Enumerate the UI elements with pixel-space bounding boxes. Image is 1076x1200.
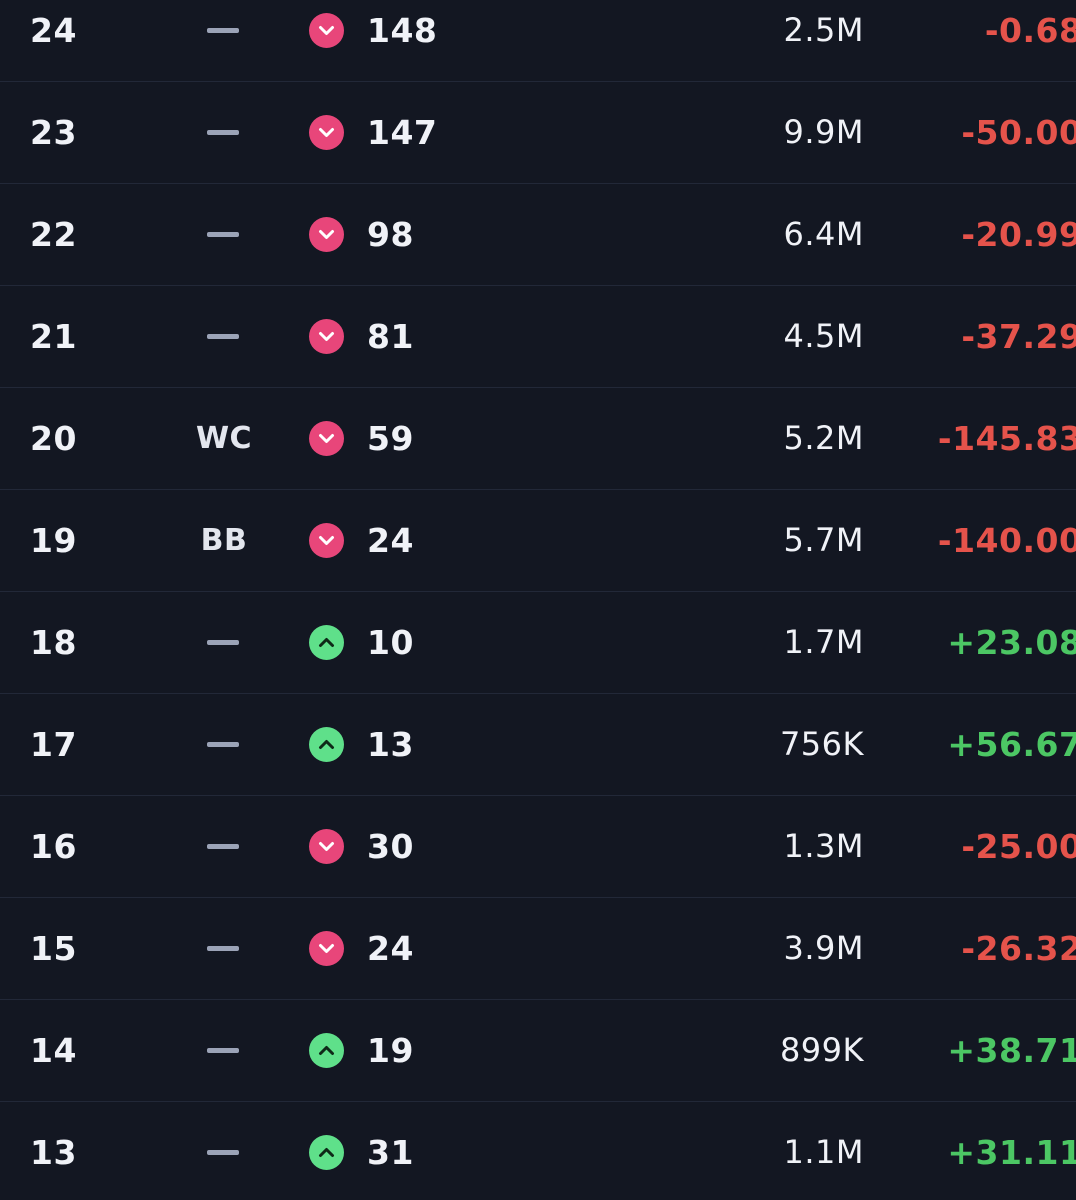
rank-value: 30 <box>367 827 414 866</box>
volume-value: 5.2M <box>783 419 864 457</box>
volume-value: 756K <box>779 725 864 763</box>
rank-value: 19 <box>367 1031 414 1070</box>
table-row[interactable]: 14 19 899K +38.71% <box>0 1000 1076 1102</box>
chip-tag: WC <box>195 421 253 456</box>
dash-icon <box>207 28 239 33</box>
rank-value: 98 <box>367 215 414 254</box>
week-number: 13 <box>30 1133 77 1172</box>
volume-value: 3.9M <box>783 929 864 967</box>
table-row[interactable]: 23 147 9.9M -50.00% <box>0 82 1076 184</box>
change-cell: +38.71% <box>0 1000 1076 1101</box>
chevron-down-icon <box>309 115 344 150</box>
dash-icon <box>207 130 239 135</box>
change-cell: +23.08% <box>0 592 1076 693</box>
chevron-down-icon <box>309 421 344 456</box>
rank-value: 10 <box>367 623 414 662</box>
change-cell: -140.00% <box>0 490 1076 591</box>
change-percent: -145.83% <box>937 419 1076 458</box>
chevron-down-icon <box>309 829 344 864</box>
change-cell: +31.11% <box>0 1102 1076 1200</box>
week-number: 24 <box>30 11 77 50</box>
week-number: 20 <box>30 419 77 458</box>
change-cell: +56.67% <box>0 694 1076 795</box>
volume-value: 1.7M <box>783 623 864 661</box>
dash-icon <box>207 742 239 747</box>
week-number: 15 <box>30 929 77 968</box>
table-row[interactable]: 19 BB 24 5.7M -140.00% <box>0 490 1076 592</box>
change-percent: -20.99% <box>961 215 1076 254</box>
change-percent: +56.67% <box>947 725 1076 764</box>
change-percent: -140.00% <box>937 521 1076 560</box>
change-cell: -0.68% <box>0 0 1076 81</box>
change-percent: +23.08% <box>947 623 1076 662</box>
change-cell: -20.99% <box>0 184 1076 285</box>
change-cell: -145.83% <box>0 388 1076 489</box>
volume-value: 1.1M <box>783 1133 864 1171</box>
week-number: 22 <box>30 215 77 254</box>
dash-icon <box>207 232 239 237</box>
rank-value: 81 <box>367 317 414 356</box>
volume-value: 6.4M <box>783 215 864 253</box>
table-row[interactable]: 16 30 1.3M -25.00% <box>0 796 1076 898</box>
volume-value: 1.3M <box>783 827 864 865</box>
rank-value: 148 <box>367 11 438 50</box>
week-number: 17 <box>30 725 77 764</box>
change-percent: -37.29% <box>961 317 1076 356</box>
chevron-up-icon <box>309 625 344 660</box>
volume-value: 899K <box>779 1031 864 1069</box>
change-cell: -26.32% <box>0 898 1076 999</box>
volume-value: 4.5M <box>783 317 864 355</box>
table-row[interactable]: 21 81 4.5M -37.29% <box>0 286 1076 388</box>
week-number: 14 <box>30 1031 77 1070</box>
change-percent: +31.11% <box>947 1133 1076 1172</box>
chevron-down-icon <box>309 217 344 252</box>
table-row[interactable]: 22 98 6.4M -20.99% <box>0 184 1076 286</box>
dash-icon <box>207 334 239 339</box>
week-number: 19 <box>30 521 77 560</box>
dash-icon <box>207 640 239 645</box>
dash-icon <box>207 1150 239 1155</box>
chevron-down-icon <box>309 319 344 354</box>
table-row[interactable]: 13 31 1.1M +31.11% <box>0 1102 1076 1200</box>
dash-icon <box>207 1048 239 1053</box>
change-percent: -0.68% <box>984 11 1076 50</box>
volume-value: 2.5M <box>783 11 864 49</box>
change-percent: -50.00% <box>961 113 1076 152</box>
volume-value: 9.9M <box>783 113 864 151</box>
table-row[interactable]: 20 WC 59 5.2M -145.83% <box>0 388 1076 490</box>
chevron-down-icon <box>309 13 344 48</box>
table-row[interactable]: 17 13 756K +56.67% <box>0 694 1076 796</box>
change-cell: -25.00% <box>0 796 1076 897</box>
dash-icon <box>207 946 239 951</box>
rank-value: 147 <box>367 113 438 152</box>
rank-value: 24 <box>367 929 414 968</box>
change-cell: -37.29% <box>0 286 1076 387</box>
week-number: 18 <box>30 623 77 662</box>
week-number: 16 <box>30 827 77 866</box>
chevron-up-icon <box>309 727 344 762</box>
rank-value: 13 <box>367 725 414 764</box>
week-number: 21 <box>30 317 77 356</box>
chip-tag: BB <box>200 523 248 558</box>
change-percent: -26.32% <box>961 929 1076 968</box>
chevron-down-icon <box>309 523 344 558</box>
chevron-down-icon <box>309 931 344 966</box>
chevron-up-icon <box>309 1135 344 1170</box>
rank-value: 24 <box>367 521 414 560</box>
rank-value: 31 <box>367 1133 414 1172</box>
chevron-up-icon <box>309 1033 344 1068</box>
dash-icon <box>207 844 239 849</box>
table-row[interactable]: 15 24 3.9M -26.32% <box>0 898 1076 1000</box>
table-row[interactable]: 24 148 2.5M -0.68% <box>0 0 1076 82</box>
week-number: 23 <box>30 113 77 152</box>
change-percent: -25.00% <box>961 827 1076 866</box>
change-cell: -50.00% <box>0 82 1076 183</box>
table-row[interactable]: 18 10 1.7M +23.08% <box>0 592 1076 694</box>
change-percent: +38.71% <box>947 1031 1076 1070</box>
rank-value: 59 <box>367 419 414 458</box>
volume-value: 5.7M <box>783 521 864 559</box>
